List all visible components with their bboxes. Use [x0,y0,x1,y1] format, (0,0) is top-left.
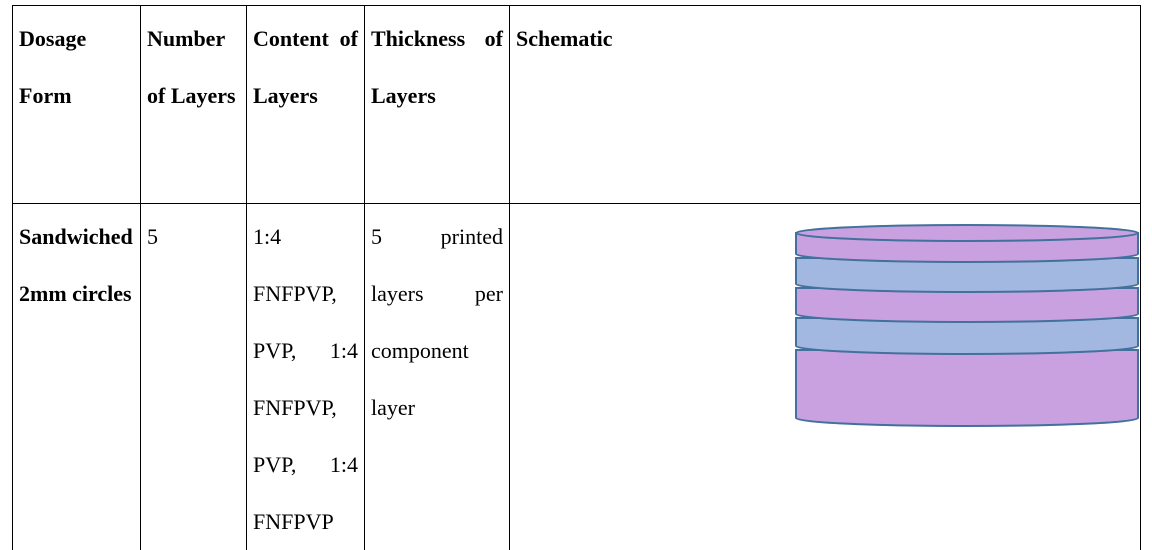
top-ellipse [796,225,1138,241]
layer [796,318,1138,354]
page: Dosage Form Number of Layers Content of … [0,0,1152,497]
layer [796,258,1138,292]
layer [796,350,1138,426]
layer [796,288,1138,322]
schematic [0,0,1152,497]
